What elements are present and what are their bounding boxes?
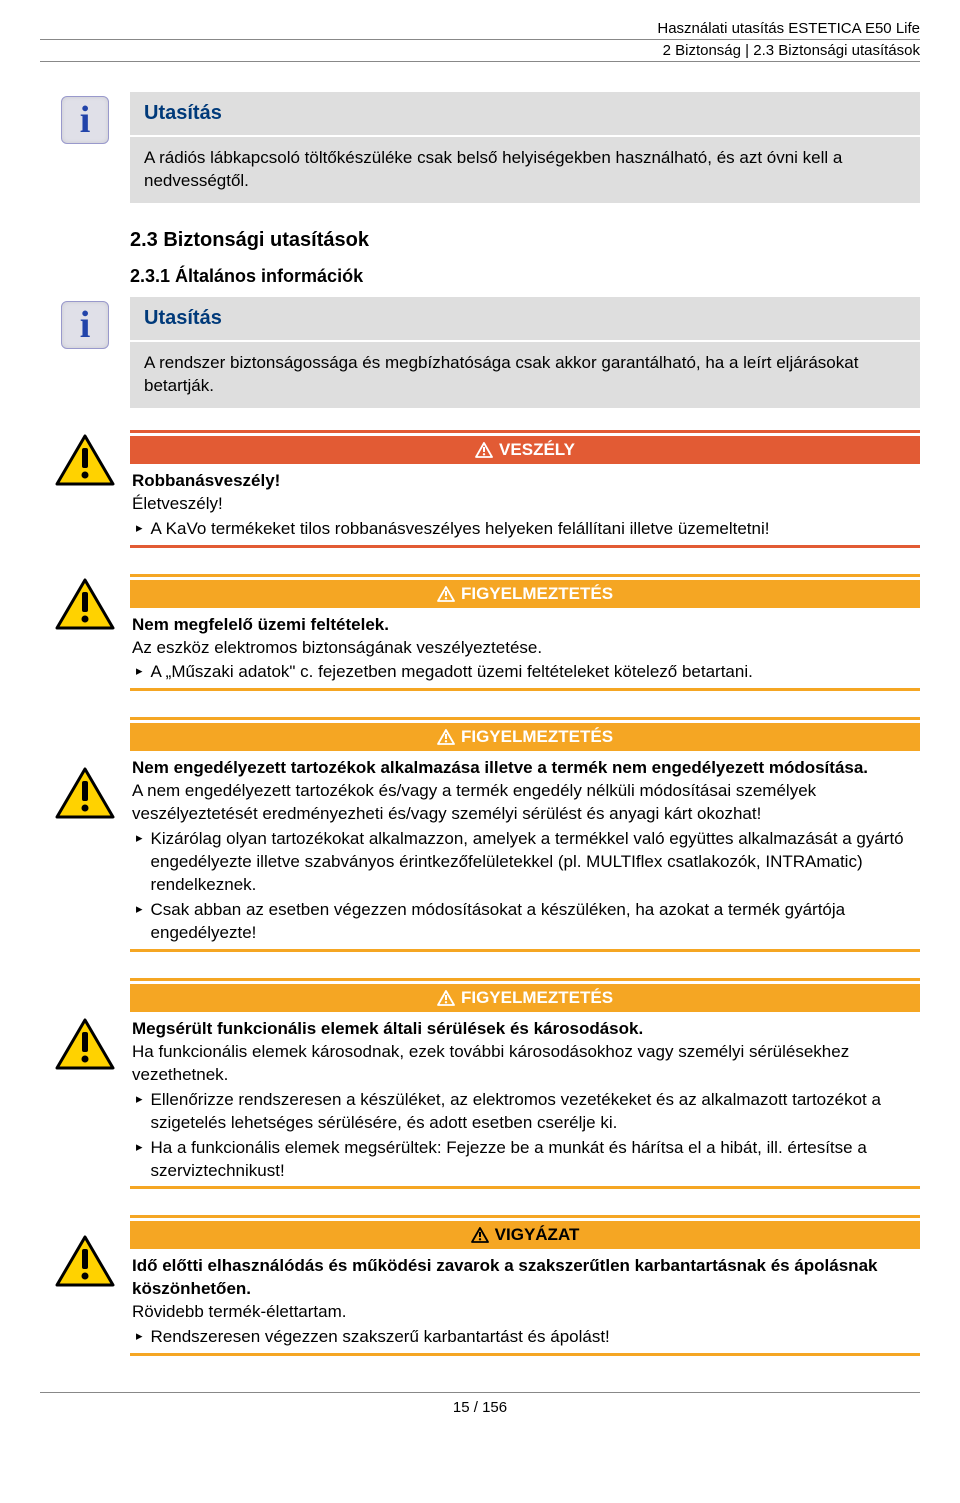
caution-bar: VIGYÁZAT <box>130 1221 920 1249</box>
warning-bar: FIGYELMEZTETÉS <box>130 984 920 1012</box>
bullet-text: A KaVo termékeket tilos robbanásveszélye… <box>151 518 918 541</box>
warning-body: Nem megfelelő üzemi feltételek. Az eszkö… <box>130 608 920 689</box>
bullet-mark: ▸ <box>136 1089 143 1110</box>
bullet-text: A „Műszaki adatok" c. fejezetben megadot… <box>151 661 918 684</box>
bullet-mark: ▸ <box>136 899 143 920</box>
warn3-line-1: Megsérült funkcionális elemek általi sér… <box>132 1018 918 1041</box>
icon-col <box>40 1215 130 1289</box>
warning-label: FIGYELMEZTETÉS <box>461 584 613 604</box>
bullet-mark: ▸ <box>136 1137 143 1158</box>
alert-rule <box>130 1353 920 1356</box>
header-rule-2 <box>40 61 920 62</box>
bullet-mark: ▸ <box>136 661 143 682</box>
alert-rule <box>130 1186 920 1189</box>
alert-rule <box>130 949 920 952</box>
warning-small-icon <box>437 990 455 1006</box>
danger-row: VESZÉLY Robbanásveszély! Életveszély! ▸ A… <box>40 430 920 554</box>
danger-body: Robbanásveszély! Életveszély! ▸ A KaVo te… <box>130 464 920 545</box>
info-row-2: i Utasítás A rendszer biztonságossága és… <box>40 297 920 410</box>
warn3-line-2: Ha funkcionális elemek károsodnak, ezek … <box>132 1041 918 1087</box>
bullet: ▸ Ellenőrizze rendszeresen a készüléket, … <box>132 1089 918 1135</box>
warning-box-2: FIGYELMEZTETÉS Nem engedélyezett tartozé… <box>130 717 920 952</box>
page-footer: 15 / 156 <box>40 1392 920 1416</box>
warning-bar: FIGYELMEZTETÉS <box>130 723 920 751</box>
danger-line-1: Robbanásveszély! <box>132 470 918 493</box>
warning-body: Megsérült funkcionális elemek általi sér… <box>130 1012 920 1187</box>
warn2-line-1: Nem engedélyezett tartozékok alkalmazása… <box>132 757 918 780</box>
warning-row-3: FIGYELMEZTETÉS Megsérült funkcionális el… <box>40 978 920 1196</box>
warning-small-icon <box>437 729 455 745</box>
caution-line-2: Rövidebb termék-élettartam. <box>132 1301 918 1324</box>
warning-row-1: FIGYELMEZTETÉS Nem megfelelő üzemi felté… <box>40 574 920 698</box>
warning-bar: FIGYELMEZTETÉS <box>130 580 920 608</box>
alert-rule <box>130 688 920 691</box>
danger-bar: VESZÉLY <box>130 436 920 464</box>
caution-line-1: Idő előtti elhasználódás és működési zav… <box>132 1255 918 1301</box>
bullet: ▸ A „Műszaki adatok" c. fejezetben megado… <box>132 661 918 684</box>
warning-small-icon <box>437 586 455 602</box>
caution-label: VIGYÁZAT <box>495 1225 580 1245</box>
header-line-2: 2 Biztonság | 2.3 Biztonsági utasítások <box>40 42 920 59</box>
bullet: ▸ Csak abban az esetben végezzen módosítá… <box>132 899 918 945</box>
icon-col <box>40 717 130 821</box>
warning-icon <box>55 1235 115 1289</box>
icon-col <box>40 574 130 632</box>
warning-body: Nem engedélyezett tartozékok alkalmazása… <box>130 751 920 949</box>
info-title: Utasítás <box>130 92 920 137</box>
icon-col: i <box>40 297 130 349</box>
bullet-mark: ▸ <box>136 1326 143 1347</box>
warn1-line-1: Nem megfelelő üzemi feltételek. <box>132 614 918 637</box>
icon-col <box>40 978 130 1072</box>
page-header: Használati utasítás ESTETICA E50 Life 2 … <box>40 20 920 62</box>
bullet: ▸ Rendszeresen végezzen szakszerű karbant… <box>132 1326 918 1349</box>
warning-box-3: FIGYELMEZTETÉS Megsérült funkcionális el… <box>130 978 920 1190</box>
footer-rule <box>40 1392 920 1393</box>
section-2-3: 2.3 Biztonsági utasítások <box>130 229 920 252</box>
warning-icon <box>55 434 115 488</box>
danger-label: VESZÉLY <box>499 440 575 460</box>
icon-col <box>40 430 130 488</box>
bullet-text: Ellenőrizze rendszeresen a készüléket, a… <box>151 1089 918 1135</box>
warning-small-icon <box>471 1227 489 1243</box>
caution-body: Idő előtti elhasználódás és működési zav… <box>130 1249 920 1353</box>
info-body: A rádiós lábkapcsoló töltőkészüléke csak… <box>130 137 920 205</box>
info-icon: i <box>61 96 109 144</box>
bullet: ▸ A KaVo termékeket tilos robbanásveszély… <box>132 518 918 541</box>
bullet: ▸ Kizárólag olyan tartozékokat alkalmazzo… <box>132 828 918 897</box>
danger-line-2: Életveszély! <box>132 493 918 516</box>
warning-label: FIGYELMEZTETÉS <box>461 988 613 1008</box>
header-line-1: Használati utasítás ESTETICA E50 Life <box>40 20 920 37</box>
bullet-mark: ▸ <box>136 518 143 539</box>
warn1-line-2: Az eszköz elektromos biztonságának veszé… <box>132 637 918 660</box>
bullet-text: Kizárólag olyan tartozékokat alkalmazzon… <box>151 828 918 897</box>
caution-row: VIGYÁZAT Idő előtti elhasználódás és műk… <box>40 1215 920 1362</box>
header-rule-1 <box>40 39 920 40</box>
info-body: A rendszer biztonságossága és megbízható… <box>130 342 920 410</box>
warning-icon <box>55 578 115 632</box>
bullet-text: Rendszeresen végezzen szakszerű karbanta… <box>151 1326 918 1349</box>
page-number: 15 / 156 <box>453 1399 507 1416</box>
warning-icon <box>55 1018 115 1072</box>
icon-col: i <box>40 92 130 144</box>
bullet: ▸ Ha a funkcionális elemek megsérültek: F… <box>132 1137 918 1183</box>
warning-row-2: FIGYELMEZTETÉS Nem engedélyezett tartozé… <box>40 717 920 958</box>
section-2-3-1: 2.3.1 Általános információk <box>130 266 920 287</box>
warning-icon <box>55 767 115 821</box>
info-content-2: Utasítás A rendszer biztonságossága és m… <box>130 297 920 410</box>
info-icon: i <box>61 301 109 349</box>
danger-box: VESZÉLY Robbanásveszély! Életveszély! ▸ A… <box>130 430 920 548</box>
bullet-mark: ▸ <box>136 828 143 849</box>
warning-box-1: FIGYELMEZTETÉS Nem megfelelő üzemi felté… <box>130 574 920 692</box>
warning-label: FIGYELMEZTETÉS <box>461 727 613 747</box>
bullet-text: Ha a funkcionális elemek megsérültek: Fe… <box>151 1137 918 1183</box>
bullet-text: Csak abban az esetben végezzen módosítás… <box>151 899 918 945</box>
warning-small-icon <box>475 442 493 458</box>
info-title: Utasítás <box>130 297 920 342</box>
info-row-1: i Utasítás A rádiós lábkapcsoló töltőkés… <box>40 92 920 205</box>
info-content-1: Utasítás A rádiós lábkapcsoló töltőkészü… <box>130 92 920 205</box>
caution-box: VIGYÁZAT Idő előtti elhasználódás és műk… <box>130 1215 920 1356</box>
warn2-line-2: A nem engedélyezett tartozékok és/vagy a… <box>132 780 918 826</box>
alert-rule <box>130 545 920 548</box>
